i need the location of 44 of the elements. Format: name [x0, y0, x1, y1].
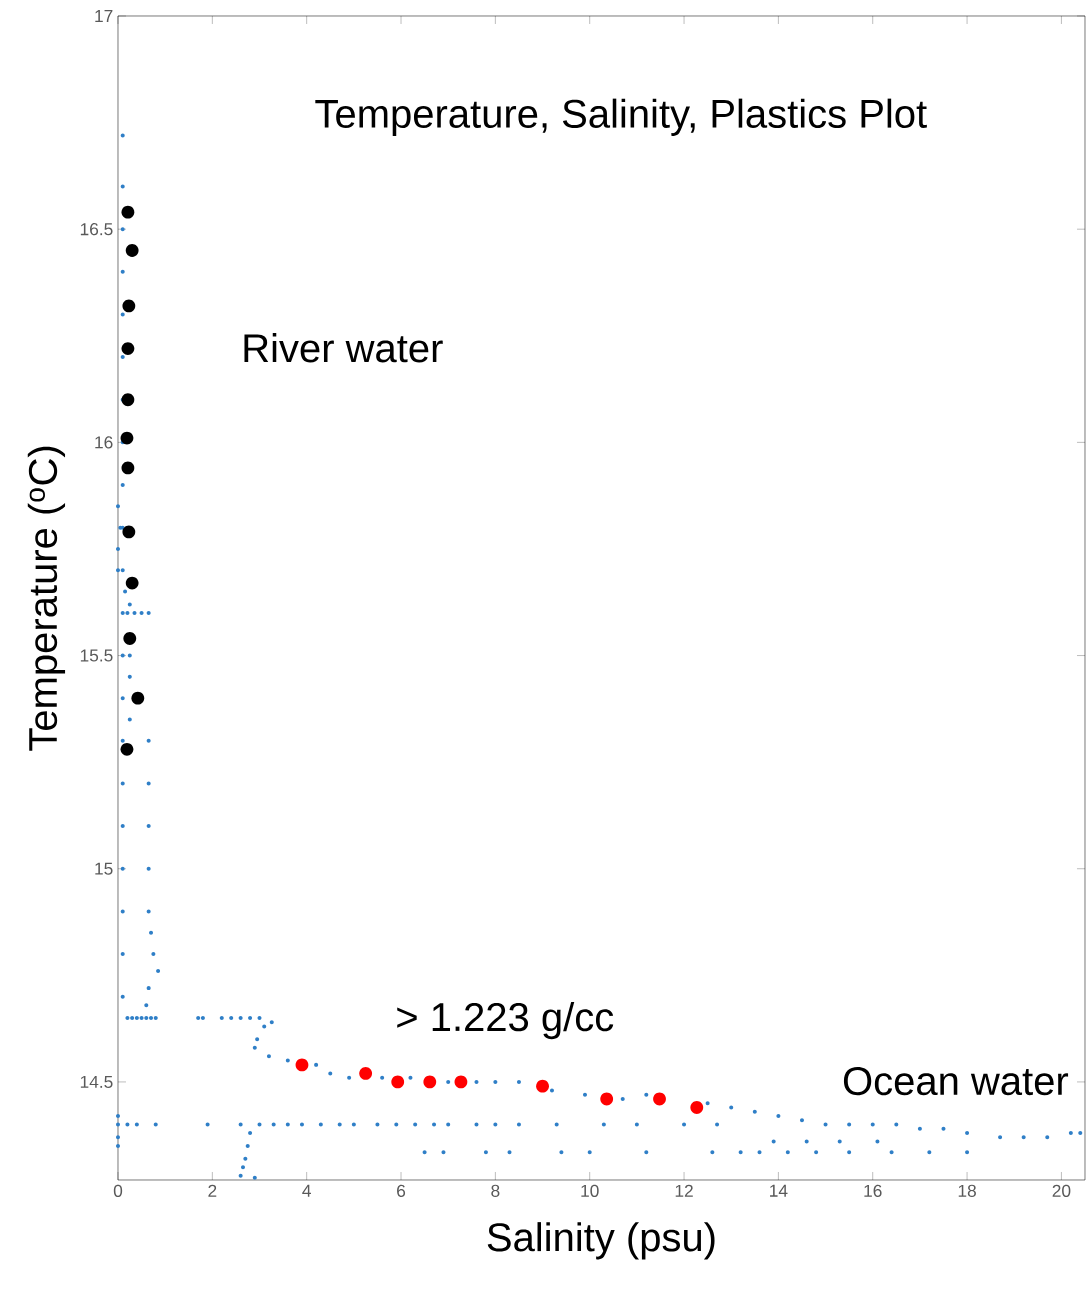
x-tick-label: 18	[958, 1184, 976, 1197]
point	[391, 1075, 405, 1089]
point	[359, 1067, 373, 1080]
x-axis-title: Salinity (psu)	[487, 1222, 715, 1260]
point	[653, 1092, 666, 1106]
point	[123, 632, 137, 645]
point	[454, 1075, 468, 1089]
point	[295, 1058, 309, 1072]
x-tick-label: 12	[675, 1184, 693, 1197]
x-tick-label: 8	[491, 1184, 500, 1197]
annotation: River water	[244, 333, 443, 363]
point	[536, 1079, 549, 1093]
x-tick-label: 2	[208, 1184, 217, 1197]
point	[121, 393, 135, 407]
x-tick-label: 16	[864, 1184, 882, 1197]
x-tick-label: 14	[770, 1184, 788, 1197]
x-tick-label: 4	[302, 1184, 311, 1197]
point	[690, 1101, 704, 1114]
x-tick-label: 10	[581, 1184, 599, 1197]
point	[121, 461, 135, 475]
point	[120, 431, 134, 445]
point	[423, 1075, 437, 1089]
x-tick-label: 6	[397, 1184, 406, 1197]
x-tick-label: 20	[1052, 1184, 1071, 1197]
point	[120, 742, 134, 756]
y-tick-label: 17	[95, 10, 113, 22]
y-tick-label: 16.5	[80, 223, 113, 236]
text: Temperature, Salinity, Plastics Plot	[315, 98, 927, 136]
y-tick-label: 15.5	[80, 649, 113, 662]
y-tick-label: 14.5	[80, 1075, 113, 1088]
point	[600, 1092, 614, 1106]
annotation: Ocean water	[843, 1066, 1069, 1096]
point	[125, 576, 139, 590]
annotation: > 1.223 g/cc	[397, 1001, 614, 1040]
y-tick-label: 16	[95, 436, 113, 449]
point	[125, 244, 139, 257]
point	[121, 205, 135, 219]
point	[122, 525, 136, 539]
point	[131, 691, 145, 705]
y-axis-title: Temperature ($^{o}$C)	[27, 446, 66, 751]
x-tick-label: 0	[113, 1184, 123, 1197]
y-tick-label: 15	[95, 862, 113, 875]
point	[122, 299, 136, 313]
point	[121, 342, 135, 355]
